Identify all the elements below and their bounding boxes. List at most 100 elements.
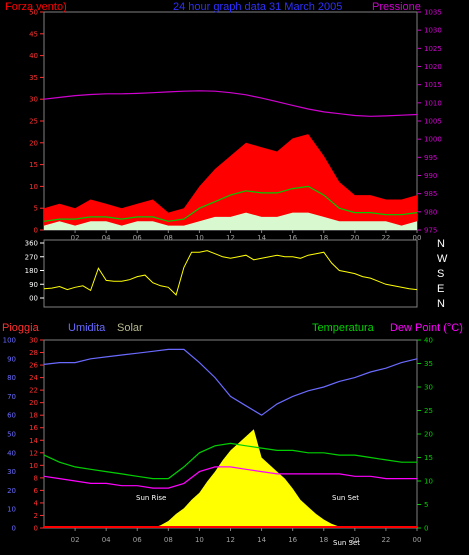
humidity-tick-label: 30 bbox=[7, 468, 16, 476]
direction-tick-label: 180 bbox=[25, 267, 38, 275]
wind-axis-label: Forza vento) bbox=[5, 1, 67, 13]
x-tick-label: 12 bbox=[226, 234, 235, 242]
wind-tick-label: 30 bbox=[29, 96, 38, 104]
temperature-tick-label: 0 bbox=[424, 525, 428, 533]
compass-label: N bbox=[437, 238, 445, 250]
x-tick-label: 16 bbox=[288, 234, 297, 242]
x-tick-label: 18 bbox=[319, 234, 328, 242]
pressure-tick-label: 1005 bbox=[424, 118, 442, 126]
wind-tick-label: 35 bbox=[29, 74, 38, 82]
humidity-y-ticks: 0 10 20 30 40 50 60 70 80 90 100 bbox=[3, 337, 16, 533]
x-tick-label: 08 bbox=[164, 234, 173, 242]
bottom-series bbox=[43, 348, 418, 528]
humidity-tick-label: 90 bbox=[7, 355, 16, 363]
rain-tick-label: 20 bbox=[29, 399, 38, 407]
bottom-x-ticks: 02 04 06 08 10 12 14 16 18 20 22 00 bbox=[71, 528, 422, 544]
x-tick-label: 02 bbox=[71, 536, 80, 544]
temperature-line bbox=[43, 442, 417, 480]
rain-tick-label: 10 bbox=[29, 462, 38, 470]
sunrise-annotation: Sun Rise bbox=[136, 494, 166, 502]
temperature-tick-label: 25 bbox=[424, 407, 433, 415]
humidity-tick-label: 60 bbox=[7, 412, 16, 420]
temperature-tick-label: 15 bbox=[424, 454, 433, 462]
x-tick-label: 06 bbox=[133, 536, 142, 544]
humidity-tick-label: 70 bbox=[7, 393, 16, 401]
x-tick-label: 14 bbox=[257, 234, 266, 242]
x-tick-label: 22 bbox=[381, 234, 390, 242]
x-tick-label: 04 bbox=[102, 234, 111, 242]
wind-tick-label: 5 bbox=[34, 205, 38, 213]
rain-tick-label: 28 bbox=[29, 349, 38, 357]
rain-tick-label: 4 bbox=[34, 499, 39, 507]
pressure-tick-label: 980 bbox=[424, 208, 437, 216]
direction-y-ticks: 360 270 180 90 00 bbox=[25, 240, 44, 303]
rain-tick-label: 30 bbox=[29, 337, 38, 345]
direction-tick-label: 270 bbox=[25, 253, 38, 261]
x-tick-label: 08 bbox=[164, 536, 173, 544]
chart-title: 24 hour graph data 31 March 2005 bbox=[173, 1, 342, 13]
rain-tick-label: 6 bbox=[34, 487, 39, 495]
direction-tick-label: 90 bbox=[29, 281, 38, 289]
x-tick-label: 14 bbox=[257, 536, 266, 544]
wind-tick-label: 10 bbox=[29, 183, 38, 191]
pressure-tick-label: 1025 bbox=[424, 45, 442, 53]
temperature-tick-label: 30 bbox=[424, 384, 433, 392]
sunset-annotation: Sun Set bbox=[332, 494, 359, 502]
humidity-tick-label: 10 bbox=[7, 506, 16, 514]
rain-tick-label: 22 bbox=[29, 387, 38, 395]
gust-area bbox=[44, 134, 417, 230]
wind-tick-label: 20 bbox=[29, 139, 38, 147]
x-tick-label: 12 bbox=[226, 536, 235, 544]
sunset-bottom-annotation: Sun Set bbox=[333, 539, 360, 547]
pressure-tick-label: 1000 bbox=[424, 136, 442, 144]
average-line bbox=[43, 185, 418, 222]
rain-tick-label: 14 bbox=[29, 437, 38, 445]
humidity-tick-label: 0 bbox=[12, 525, 16, 533]
direction-plot-frame bbox=[43, 239, 418, 308]
pressure-tick-label: 1035 bbox=[424, 9, 442, 17]
rain-tick-label: 16 bbox=[29, 424, 38, 432]
rain-tick-label: 8 bbox=[34, 474, 38, 482]
pressure-y-ticks: 975 980 985 990 995 1000 1005 1010 1015 1020 1025 1… bbox=[417, 9, 442, 235]
x-tick-label: 22 bbox=[381, 536, 390, 544]
compass-label: S bbox=[437, 268, 444, 280]
temperature-tick-label: 10 bbox=[424, 478, 433, 486]
instant-area bbox=[44, 212, 417, 230]
wind-y-ticks: 0 5 10 15 20 25 30 35 40 45 50 bbox=[29, 9, 44, 235]
humidity-label: Umidita bbox=[68, 322, 106, 334]
x-tick-label: 00 bbox=[413, 536, 422, 544]
temperature-tick-label: 35 bbox=[424, 360, 433, 368]
rain-tick-label: 26 bbox=[29, 362, 38, 370]
dewpoint-label: Dew Point (°C) bbox=[390, 322, 463, 334]
rain-tick-label: 2 bbox=[34, 512, 38, 520]
wind-tick-label: 45 bbox=[29, 30, 38, 38]
solar-label: Solar bbox=[117, 322, 143, 334]
wind-tick-label: 15 bbox=[29, 161, 38, 169]
compass-label: N bbox=[437, 298, 445, 310]
temperature-tick-label: 20 bbox=[424, 431, 433, 439]
pressure-line bbox=[43, 90, 418, 117]
rain-tick-label: 12 bbox=[29, 449, 38, 457]
wind-tick-label: 50 bbox=[29, 9, 38, 17]
rain-label: Pioggia bbox=[2, 322, 40, 334]
x-tick-label: 02 bbox=[71, 234, 80, 242]
wind-tick-label: 0 bbox=[34, 227, 38, 235]
x-tick-label: 06 bbox=[133, 234, 142, 242]
compass-label: E bbox=[437, 283, 444, 295]
wind-tick-label: 40 bbox=[29, 52, 38, 60]
temperature-tick-label: 5 bbox=[424, 501, 428, 509]
compass-label: W bbox=[437, 253, 448, 265]
x-tick-label: 04 bbox=[102, 536, 111, 544]
wind-pressure-series bbox=[43, 90, 418, 230]
temperature-tick-label: 40 bbox=[424, 337, 433, 345]
x-tick-label: 10 bbox=[195, 536, 204, 544]
rain-tick-label: 18 bbox=[29, 412, 38, 420]
dewpoint-line bbox=[43, 466, 417, 489]
x-tick-label: 20 bbox=[350, 234, 359, 242]
humidity-tick-label: 50 bbox=[7, 431, 16, 439]
pressure-tick-label: 1015 bbox=[424, 81, 442, 89]
pressure-axis-label: Pressione bbox=[372, 1, 421, 13]
